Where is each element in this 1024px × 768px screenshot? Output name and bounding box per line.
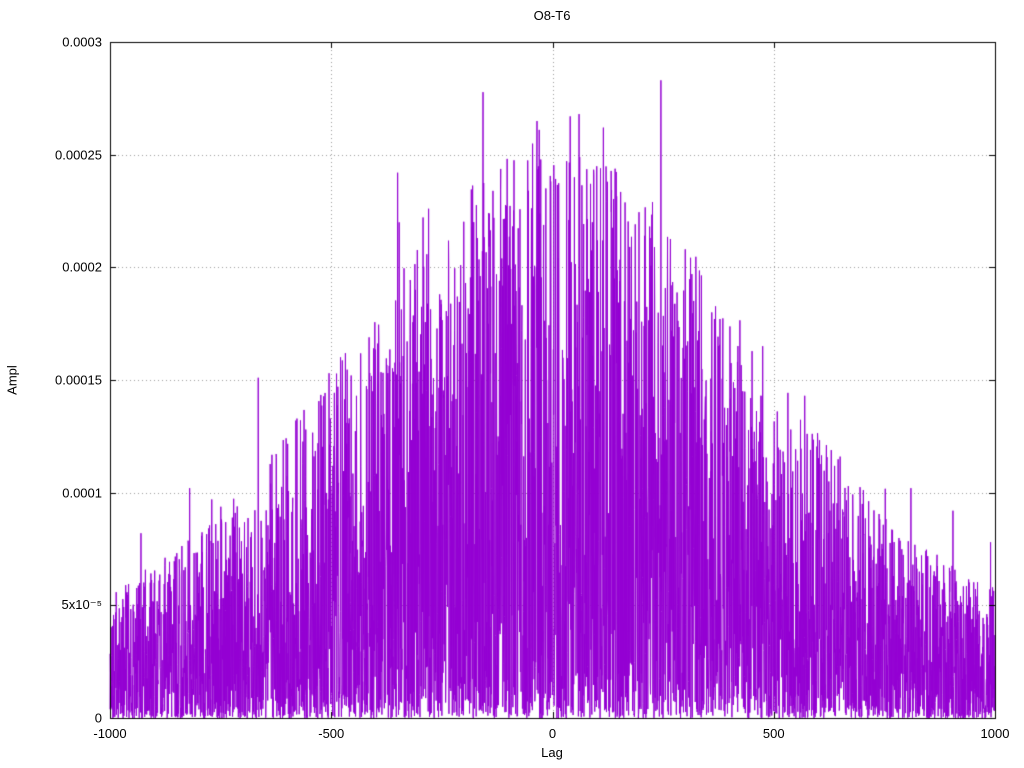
y-tick-label: 5x10⁻⁵ bbox=[61, 597, 102, 613]
x-tick-label: 0 bbox=[548, 726, 557, 741]
y-tick-label: 0.00015 bbox=[55, 372, 102, 388]
y-tick-label: 0.0003 bbox=[62, 34, 102, 50]
y-tick-label: 0.0001 bbox=[62, 485, 102, 501]
x-tick-label: -1000 bbox=[93, 726, 127, 741]
x-axis-label: Lag bbox=[541, 745, 563, 760]
x-tick-label: 500 bbox=[762, 726, 785, 741]
y-tick-label: 0 bbox=[94, 710, 102, 726]
y-axis-label: Ampl bbox=[4, 365, 20, 395]
x-tick-label: -500 bbox=[318, 726, 345, 741]
y-tick-label: 0.0002 bbox=[62, 259, 102, 275]
y-tick-label: 0.00025 bbox=[55, 147, 102, 163]
chart-title: O8-T6 bbox=[533, 8, 571, 23]
x-tick-label: 1000 bbox=[980, 726, 1010, 741]
